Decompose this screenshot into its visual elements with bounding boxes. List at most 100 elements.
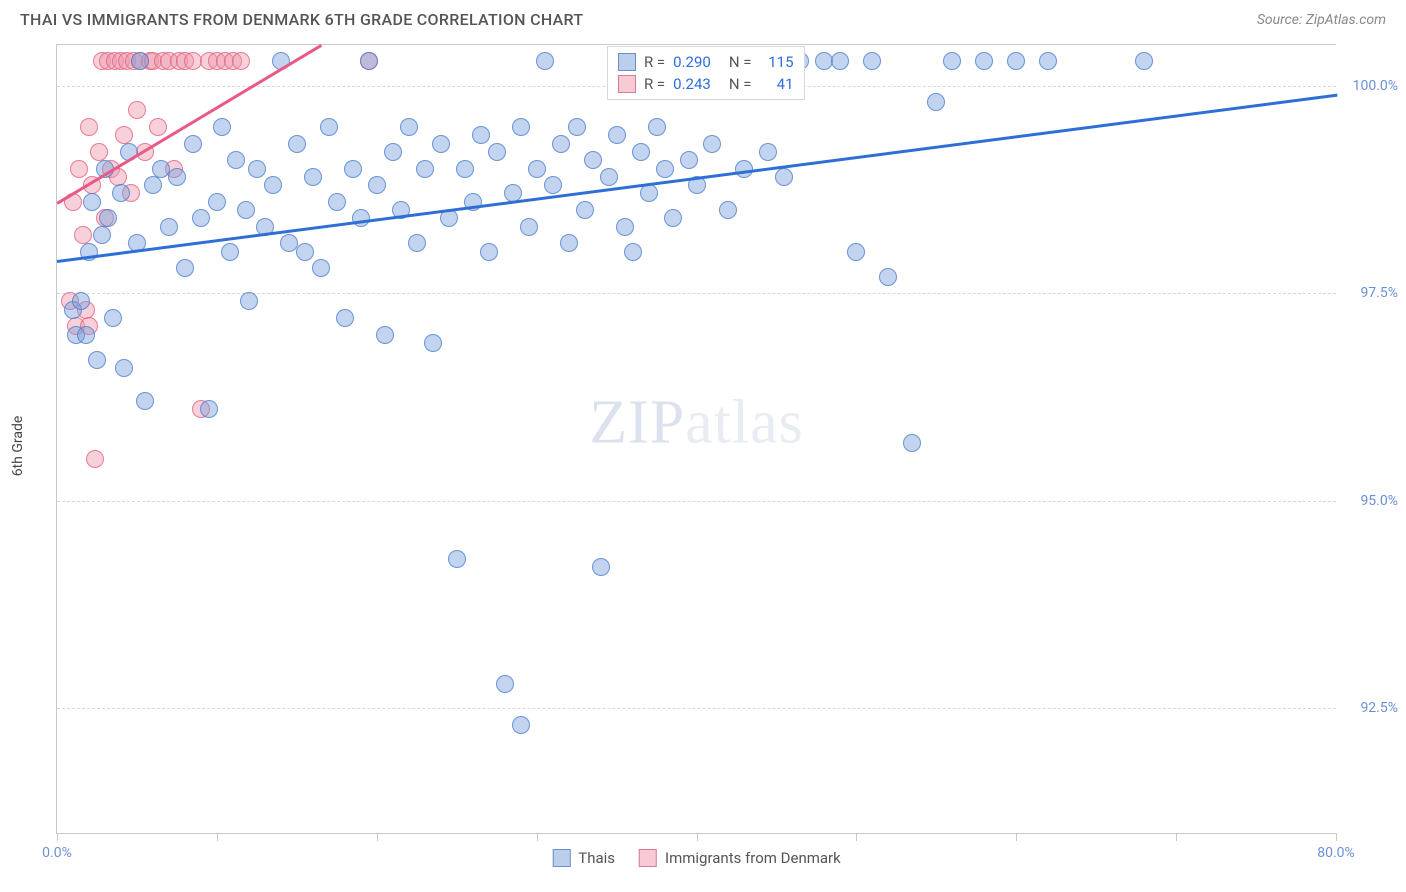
- data-point-pink: [70, 160, 88, 178]
- legend-row: R = 0.290 N = 115: [618, 51, 794, 73]
- data-point-blue: [368, 176, 386, 194]
- data-point-blue: [943, 52, 961, 70]
- legend-swatch-blue: [552, 849, 570, 867]
- data-point-blue: [544, 176, 562, 194]
- data-point-blue: [664, 209, 682, 227]
- data-point-blue: [472, 126, 490, 144]
- data-point-blue: [927, 93, 945, 111]
- data-point-blue: [432, 135, 450, 153]
- source-text: Source: ZipAtlas.com: [1257, 12, 1386, 28]
- x-tick: [537, 833, 538, 841]
- data-point-blue: [237, 201, 255, 219]
- data-point-blue: [448, 550, 466, 568]
- data-point-blue: [703, 135, 721, 153]
- data-point-blue: [831, 52, 849, 70]
- data-point-blue: [528, 160, 546, 178]
- data-point-blue: [221, 243, 239, 261]
- data-point-blue: [408, 234, 426, 252]
- legend-swatch-blue: [618, 53, 636, 71]
- data-point-blue: [136, 392, 154, 410]
- y-tick-label: 92.5%: [1360, 700, 1398, 716]
- data-point-blue: [104, 309, 122, 327]
- legend-r-value: 0.243: [673, 75, 711, 93]
- data-point-blue: [576, 201, 594, 219]
- x-tick: [377, 833, 378, 841]
- watermark-rest: atlas: [685, 388, 804, 456]
- y-tick-label: 95.0%: [1360, 493, 1398, 509]
- data-point-blue: [213, 118, 231, 136]
- data-point-blue: [616, 218, 634, 236]
- legend-n-label: N =: [729, 53, 752, 71]
- data-point-blue: [184, 135, 202, 153]
- data-point-blue: [568, 118, 586, 136]
- data-point-blue: [240, 292, 258, 310]
- data-point-blue: [648, 118, 666, 136]
- legend-n-label: N =: [729, 75, 752, 93]
- plot-border-top: [57, 44, 1336, 45]
- data-point-pink: [232, 52, 250, 70]
- legend-swatch-pink: [618, 75, 636, 93]
- legend-item: Thais: [552, 849, 615, 867]
- x-tick: [217, 833, 218, 841]
- y-axis-title: 6th Grade: [10, 416, 26, 477]
- data-point-blue: [584, 151, 602, 169]
- x-tick: [1016, 833, 1017, 841]
- legend-n-value: 115: [760, 53, 794, 71]
- data-point-blue: [352, 209, 370, 227]
- data-point-blue: [248, 160, 266, 178]
- legend-n-value: 41: [760, 75, 794, 93]
- data-point-blue: [115, 359, 133, 377]
- legend-bottom: Thais Immigrants from Denmark: [552, 849, 841, 867]
- data-point-blue: [975, 52, 993, 70]
- data-point-blue: [88, 351, 106, 369]
- gridline: [57, 708, 1336, 709]
- chart-title: THAI VS IMMIGRANTS FROM DENMARK 6TH GRAD…: [20, 10, 583, 29]
- legend-swatch-pink: [639, 849, 657, 867]
- data-point-blue: [863, 52, 881, 70]
- data-point-pink: [149, 118, 167, 136]
- data-point-blue: [131, 52, 149, 70]
- data-point-blue: [903, 434, 921, 452]
- legend-item: Immigrants from Denmark: [639, 849, 841, 867]
- data-point-blue: [640, 184, 658, 202]
- data-point-pink: [74, 226, 92, 244]
- correlation-legend: R = 0.290 N = 115R = 0.243 N = 41: [607, 46, 805, 100]
- data-point-blue: [360, 52, 378, 70]
- data-point-blue: [93, 226, 111, 244]
- x-tick: [697, 833, 698, 841]
- data-point-blue: [496, 675, 514, 693]
- data-point-blue: [112, 184, 130, 202]
- data-point-blue: [735, 160, 753, 178]
- legend-r-label: R =: [644, 53, 665, 71]
- y-tick-label: 97.5%: [1360, 285, 1398, 301]
- data-point-blue: [480, 243, 498, 261]
- data-point-blue: [624, 243, 642, 261]
- data-point-blue: [227, 151, 245, 169]
- data-point-blue: [488, 143, 506, 161]
- data-point-blue: [83, 193, 101, 211]
- data-point-blue: [376, 326, 394, 344]
- x-tick: [856, 833, 857, 841]
- trendline-blue: [57, 94, 1337, 263]
- data-point-blue: [680, 151, 698, 169]
- data-point-blue: [77, 326, 95, 344]
- data-point-blue: [847, 243, 865, 261]
- data-point-blue: [512, 716, 530, 734]
- data-point-blue: [512, 118, 530, 136]
- data-point-blue: [536, 52, 554, 70]
- data-point-blue: [200, 400, 218, 418]
- gridline: [57, 501, 1336, 502]
- data-point-blue: [560, 234, 578, 252]
- legend-r-value: 0.290: [673, 53, 711, 71]
- data-point-blue: [176, 259, 194, 277]
- data-point-blue: [384, 143, 402, 161]
- data-point-blue: [192, 209, 210, 227]
- data-point-blue: [312, 259, 330, 277]
- data-point-blue: [759, 143, 777, 161]
- legend-label: Immigrants from Denmark: [665, 849, 841, 867]
- data-point-blue: [416, 160, 434, 178]
- data-point-blue: [304, 168, 322, 186]
- data-point-blue: [328, 193, 346, 211]
- legend-row: R =0.243N =41: [618, 73, 794, 95]
- data-point-pink: [90, 143, 108, 161]
